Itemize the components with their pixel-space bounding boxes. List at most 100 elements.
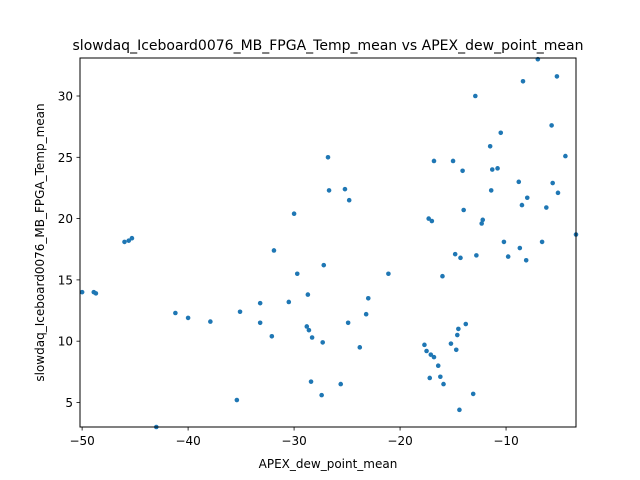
data-point bbox=[431, 354, 437, 360]
data-point bbox=[234, 397, 240, 403]
data-point bbox=[320, 340, 326, 345]
chart-title: slowdaq_Iceboard0076_MB_FPGA_Temp_mean v… bbox=[73, 38, 584, 54]
data-point bbox=[305, 292, 311, 297]
x-axis-ticks: −50 −40 −30 −20 −10 bbox=[69, 427, 519, 448]
data-point bbox=[479, 221, 484, 226]
data-point bbox=[505, 254, 511, 259]
data-point bbox=[426, 216, 431, 221]
data-point bbox=[345, 320, 351, 326]
x-tick-label: −40 bbox=[175, 434, 200, 448]
data-point bbox=[457, 407, 462, 413]
data-point bbox=[319, 392, 324, 398]
y-tick-label: 30 bbox=[58, 90, 73, 104]
data-point bbox=[428, 352, 434, 357]
data-point bbox=[321, 262, 327, 268]
data-point bbox=[487, 143, 493, 149]
data-point bbox=[357, 345, 363, 350]
x-tick-label: −30 bbox=[281, 434, 306, 448]
data-point bbox=[460, 168, 465, 174]
data-point bbox=[539, 239, 545, 245]
data-point bbox=[453, 347, 459, 353]
data-point bbox=[480, 217, 486, 223]
data-point bbox=[474, 253, 479, 258]
data-point bbox=[516, 179, 522, 185]
data-point bbox=[554, 74, 560, 79]
data-point bbox=[495, 166, 500, 171]
data-point bbox=[422, 342, 427, 348]
data-point bbox=[450, 158, 456, 164]
data-point bbox=[386, 271, 391, 277]
data-point bbox=[448, 341, 454, 346]
data-point bbox=[517, 245, 523, 251]
data-point bbox=[520, 78, 526, 84]
data-point bbox=[129, 235, 135, 241]
data-point bbox=[342, 186, 348, 192]
data-point bbox=[458, 255, 463, 261]
data-point bbox=[435, 363, 441, 369]
data-point bbox=[544, 205, 549, 210]
plot-frame bbox=[79, 57, 577, 428]
y-tick-label: 5 bbox=[65, 396, 73, 410]
y-tick-label: 20 bbox=[58, 212, 73, 226]
data-point bbox=[489, 167, 495, 172]
data-point bbox=[473, 93, 478, 99]
data-point bbox=[79, 289, 85, 295]
data-point bbox=[325, 155, 331, 160]
data-point bbox=[257, 320, 263, 326]
data-point bbox=[173, 310, 178, 316]
data-point bbox=[269, 333, 275, 339]
data-point bbox=[122, 239, 127, 245]
x-axis-label: APEX_dew_point_mean bbox=[259, 457, 398, 471]
data-point bbox=[550, 180, 555, 186]
data-point bbox=[363, 311, 369, 317]
data-point bbox=[365, 295, 371, 301]
data-point bbox=[440, 273, 445, 279]
data-point bbox=[498, 130, 504, 136]
data-point bbox=[455, 332, 460, 338]
y-axis-ticks: 5 10 15 20 25 30 bbox=[58, 90, 80, 410]
x-tick-label: −20 bbox=[387, 434, 412, 448]
data-point bbox=[501, 239, 507, 245]
data-point bbox=[424, 348, 429, 354]
data-point bbox=[461, 207, 466, 213]
data-point bbox=[208, 319, 213, 324]
data-point bbox=[452, 251, 458, 257]
data-point bbox=[441, 381, 446, 387]
y-tick-label: 15 bbox=[58, 273, 73, 287]
data-point bbox=[294, 271, 300, 277]
data-point bbox=[549, 123, 554, 128]
data-point bbox=[427, 375, 433, 381]
x-tick-label: −50 bbox=[69, 434, 94, 448]
y-axis-label: slowdaq_Iceboard0076_MB_FPGA_Temp_mean bbox=[33, 103, 47, 381]
data-point bbox=[429, 218, 435, 224]
y-tick-label: 25 bbox=[58, 151, 73, 165]
data-point bbox=[463, 321, 469, 327]
data-point bbox=[257, 300, 263, 306]
data-point bbox=[563, 153, 568, 159]
data-point bbox=[524, 195, 530, 201]
data-point bbox=[271, 248, 277, 253]
data-point bbox=[306, 327, 312, 333]
data-point bbox=[438, 374, 443, 380]
data-point bbox=[291, 211, 297, 216]
data-point bbox=[431, 158, 437, 164]
data-point bbox=[555, 190, 561, 196]
data-point bbox=[456, 326, 461, 332]
data-point bbox=[286, 299, 292, 305]
data-point bbox=[308, 379, 314, 384]
data-point bbox=[126, 238, 132, 243]
data-point bbox=[519, 202, 525, 208]
data-point bbox=[326, 188, 332, 193]
x-tick-label: −10 bbox=[493, 434, 518, 448]
data-point bbox=[488, 188, 494, 193]
data-point bbox=[185, 315, 191, 321]
y-tick-label: 10 bbox=[58, 335, 73, 349]
data-point bbox=[523, 257, 529, 263]
data-point bbox=[304, 324, 310, 329]
data-points bbox=[79, 56, 579, 430]
data-point bbox=[237, 309, 243, 315]
data-point bbox=[93, 291, 99, 296]
data-point bbox=[309, 335, 315, 340]
data-point bbox=[346, 197, 352, 203]
